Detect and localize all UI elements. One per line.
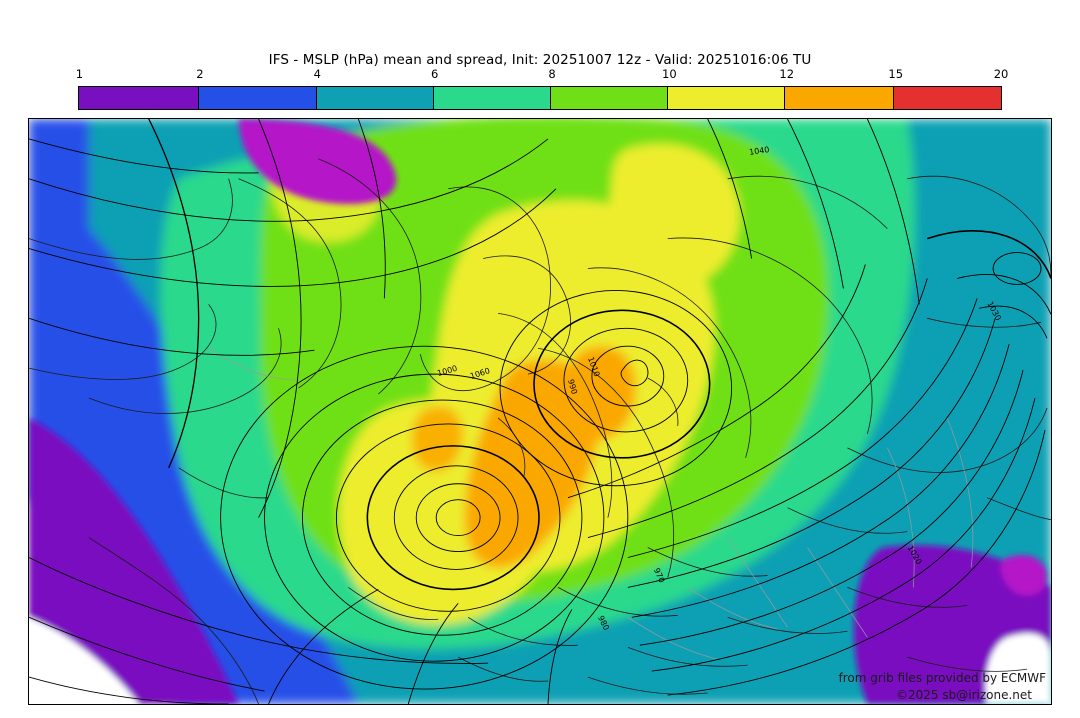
border-layer — [208, 347, 974, 660]
colorbar-tick-4: 4 — [313, 67, 321, 81]
attribution-source: from grib files provided by ECMWF — [838, 671, 1046, 685]
colorbar-segment-2-4 — [198, 87, 317, 109]
colorbar-tick-labels: 1 2 4 6 8 10 12 15 20 — [75, 66, 1009, 82]
colorbar-tick-12: 12 — [779, 67, 795, 81]
forecast-map: 1060 1040 1030 1020 1010 1000 990 980 97… — [28, 118, 1052, 705]
map-canvas: 1060 1040 1030 1020 1010 1000 990 980 97… — [29, 119, 1051, 704]
isobar-label: 1040 — [749, 145, 770, 157]
attribution-copyright: ©2025 sb@irizone.net — [896, 688, 1032, 702]
coastline-layer — [29, 158, 1051, 704]
colorbar-segment-6-8 — [433, 87, 552, 109]
colorbar-segment-10-12 — [668, 87, 786, 109]
isobar-layer — [29, 119, 1051, 704]
colorbar-tick-6: 6 — [430, 67, 439, 81]
colorbar-segment-4-6 — [316, 87, 434, 109]
isobar-label: 990 — [566, 378, 579, 395]
colorbar-tick-8: 8 — [548, 67, 556, 81]
colorbar — [78, 86, 1002, 110]
colorbar-tick-10: 10 — [662, 67, 677, 81]
page-title: IFS - MSLP (hPa) mean and spread, Init: … — [268, 52, 812, 68]
colorbar-segment-8-10 — [551, 87, 669, 109]
colorbar-segment-12-15 — [785, 87, 895, 109]
colorbar-segment-1-2 — [79, 87, 199, 109]
colorbar-tick-2: 2 — [196, 67, 204, 81]
colorbar-tick-20: 20 — [993, 67, 1009, 81]
colorbar-tick-1: 1 — [75, 67, 84, 81]
colorbar-segment-15-20 — [894, 87, 1001, 109]
colorbar-gradient — [78, 86, 1002, 110]
colorbar-tick-15: 15 — [888, 67, 904, 81]
